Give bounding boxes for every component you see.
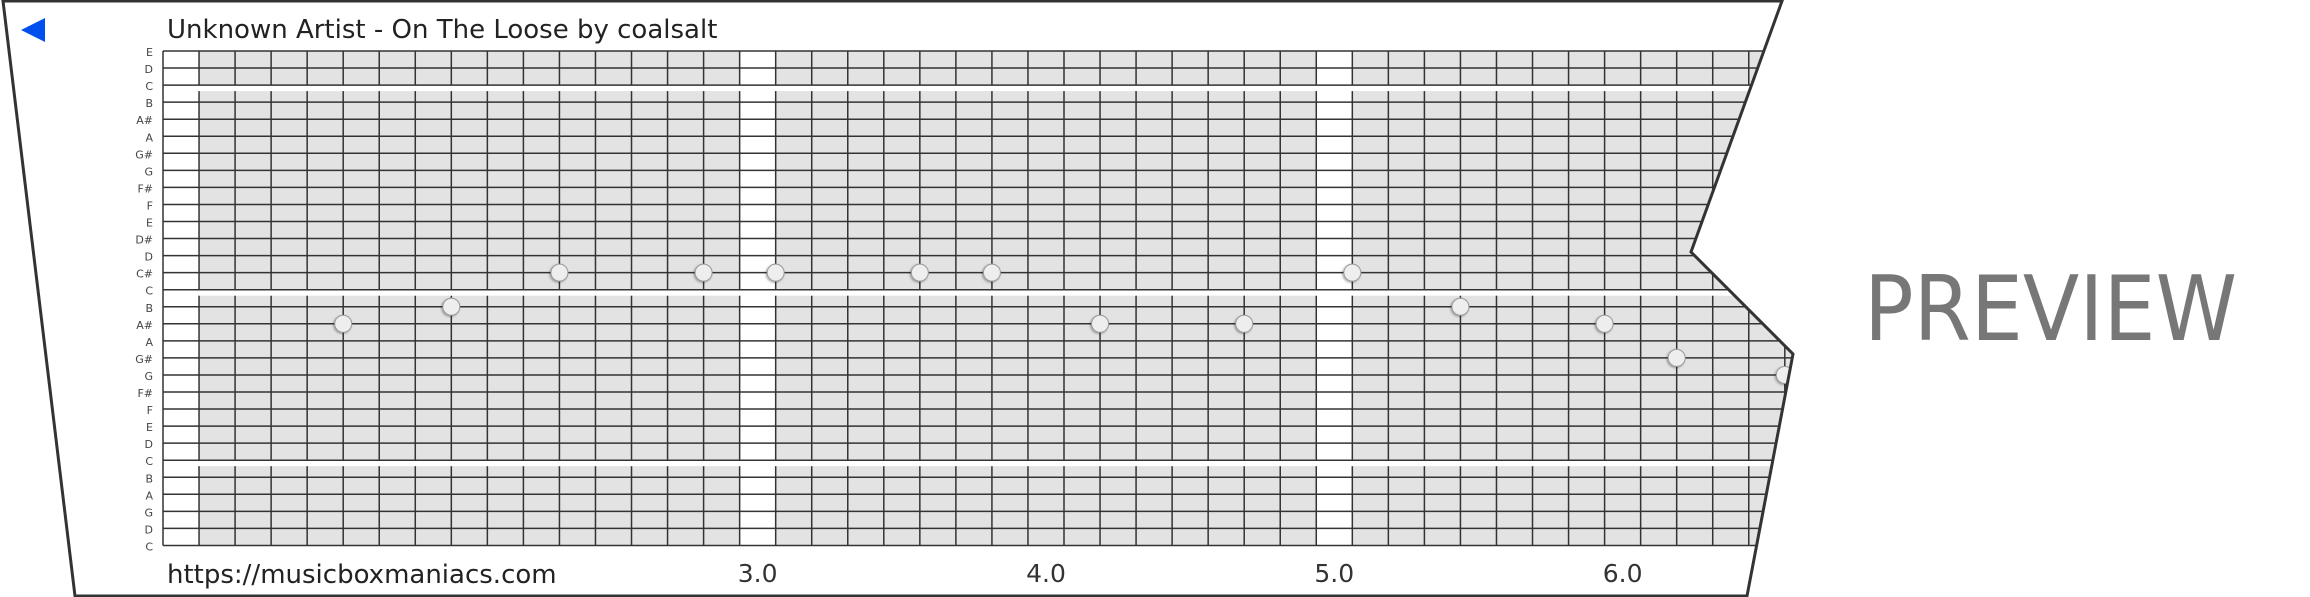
pitch-label: D xyxy=(145,251,153,264)
note-hole xyxy=(334,314,353,333)
preview-watermark: PREVIEW xyxy=(1864,257,2237,362)
note-hole xyxy=(694,263,713,282)
note-hole xyxy=(1343,263,1362,282)
pitch-label: B xyxy=(145,472,153,485)
strip-outline xyxy=(1,0,1795,597)
pitch-label: G# xyxy=(135,353,153,366)
note-hole xyxy=(1451,297,1470,316)
pitch-label: E xyxy=(146,217,153,230)
pitch-label: B xyxy=(145,302,153,315)
beat-label: 6.0 xyxy=(1603,559,1643,588)
section-gap xyxy=(164,85,1793,92)
note-hole xyxy=(766,263,785,282)
pitch-label: A# xyxy=(136,114,153,127)
pitch-label: A xyxy=(145,336,153,349)
pitch-label: G xyxy=(144,370,153,383)
pitch-label: D xyxy=(145,63,153,76)
section-gap xyxy=(164,289,1793,296)
pitch-label: C xyxy=(145,285,153,298)
pitch-label: F# xyxy=(137,387,153,400)
bar-column xyxy=(739,51,776,546)
bar-column xyxy=(163,51,200,546)
pitch-label: C xyxy=(145,80,153,93)
note-hole xyxy=(1595,314,1614,333)
note-hole xyxy=(1235,314,1254,333)
pitch-label: B xyxy=(145,97,153,110)
pitch-label: C# xyxy=(136,268,153,281)
note-hole xyxy=(550,263,569,282)
pitch-label: F# xyxy=(137,182,153,195)
bar-column xyxy=(1316,51,1353,546)
beat-label: 5.0 xyxy=(1314,559,1354,588)
note-hole xyxy=(1091,314,1110,333)
note-hole xyxy=(910,263,929,282)
note-hole xyxy=(442,297,461,316)
note-hole xyxy=(1667,348,1686,367)
pitch-label: C xyxy=(145,540,153,553)
triangle-left-icon[interactable] xyxy=(21,18,45,42)
pitch-label: F xyxy=(147,404,153,417)
pitch-label: G xyxy=(144,506,153,519)
pitch-label: F xyxy=(147,199,153,212)
pitch-label: G# xyxy=(135,148,153,161)
pitch-label: E xyxy=(146,46,153,59)
pitch-label: G xyxy=(144,165,153,178)
pitch-label: D xyxy=(145,523,153,536)
pitch-label: A xyxy=(145,489,153,502)
pitch-label: D# xyxy=(135,234,153,247)
pitch-label: E xyxy=(146,421,153,434)
note-hole xyxy=(982,263,1001,282)
note-grid xyxy=(162,50,1793,547)
pitch-label: D xyxy=(145,438,153,451)
site-url[interactable]: https://musicboxmaniacs.com xyxy=(167,560,557,590)
pitch-label: A xyxy=(145,131,153,144)
section-gap xyxy=(164,460,1793,467)
page-title: Unknown Artist - On The Loose by coalsal… xyxy=(167,15,717,45)
beat-labels: 3.0 4.0 5.0 6.0 xyxy=(738,559,1643,588)
beat-label: 3.0 xyxy=(738,559,778,588)
beat-label: 4.0 xyxy=(1026,559,1066,588)
pitch-label: A# xyxy=(136,319,153,332)
pitch-label: C xyxy=(145,455,153,468)
